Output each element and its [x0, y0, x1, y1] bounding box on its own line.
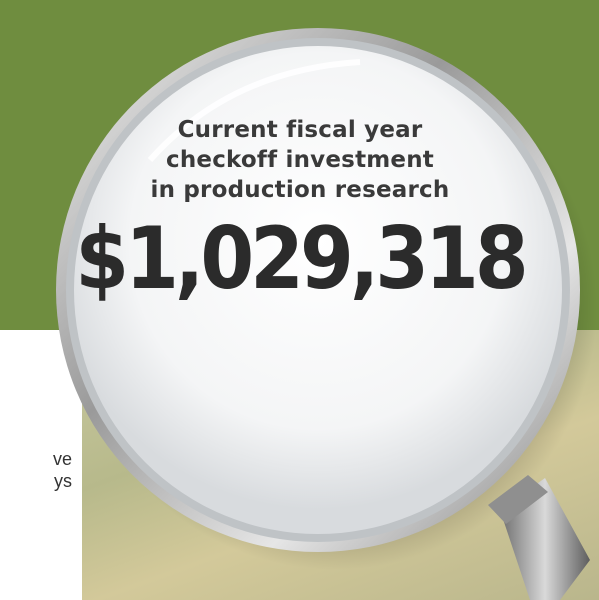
side-text-line-1: ve	[52, 449, 72, 469]
investment-amount: $1,029,318	[75, 209, 528, 309]
side-text-line-2: ys	[54, 471, 72, 491]
partial-side-text: ve ys	[0, 448, 82, 492]
lens-content: Current fiscal year checkoff investment …	[60, 115, 540, 307]
white-text-panel	[0, 330, 82, 600]
magnifier-handle	[488, 475, 590, 600]
caption-line-3: in production research	[150, 177, 450, 203]
caption-line-1: Current fiscal year	[177, 117, 423, 143]
investment-caption: Current fiscal year checkoff investment …	[60, 115, 540, 205]
caption-line-2: checkoff investment	[165, 147, 434, 173]
lens-glass	[74, 46, 562, 534]
lens-highlight	[147, 59, 361, 162]
